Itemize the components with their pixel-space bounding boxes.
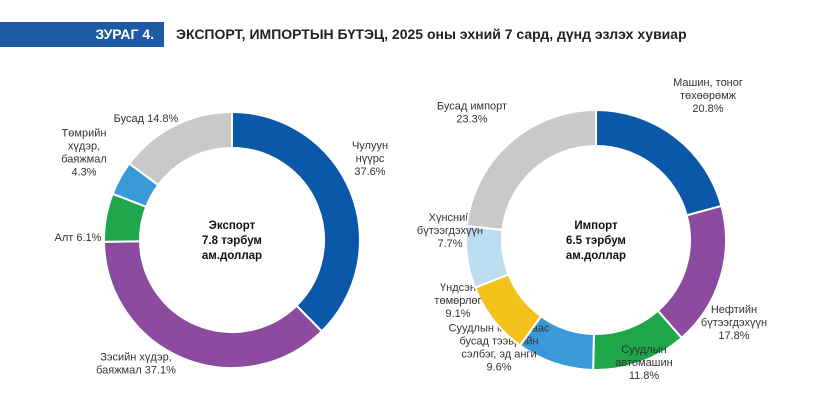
slice-0-0: [231, 110, 361, 333]
figure-title: ЭКСПОРТ, ИМПОРТЫН БҮТЭЦ, 2025 оны эхний …: [176, 26, 687, 42]
slice-label-1-1: Нефтийн бүтээгдэхүүн 17.8%: [701, 304, 767, 342]
slice-label-1-3: Суудлын машинаас бусад тээврийн сэлбэг, эд…: [449, 323, 550, 374]
slice-label-0-1: Зэсийн хүдэр, баяжмал 37.1%: [96, 352, 176, 377]
slice-label-1-2: Суудлын автомашин 11.8%: [615, 344, 672, 382]
slice-label-0-0: Чулуун нүүрс 37.6%: [352, 140, 388, 178]
slice-label-1-5: Хүнсний бүтээгдэхүүн 7.7%: [417, 212, 483, 250]
slice-label-1-4: Үндсэн төмөрлөг 9.1%: [434, 282, 481, 320]
slice-label-0-2: Алт 6.1%: [55, 232, 102, 244]
slice-1-6: [465, 108, 597, 231]
slice-label-0-4: Бусад 14.8%: [114, 113, 179, 125]
donut-center-label-0: Экспорт 7.8 тэрбум ам.доллар: [202, 220, 262, 262]
slice-label-0-3: Төмрийн хүдэр, баяжмал 4.3%: [61, 128, 107, 179]
figure-label: ЗУРАГ 4.: [0, 22, 164, 47]
donut-center-label-1: Импорт 6.5 тэрбум ам.доллар: [566, 220, 626, 262]
slice-label-1-0: Машин, тоног төхөөрөмж 20.8%: [673, 77, 743, 115]
slice-label-1-6: Бусад импорт 23.3%: [437, 101, 507, 126]
slice-1-0: [595, 108, 723, 217]
slice-0-1: [102, 240, 324, 369]
slice-0-4: [127, 110, 233, 187]
